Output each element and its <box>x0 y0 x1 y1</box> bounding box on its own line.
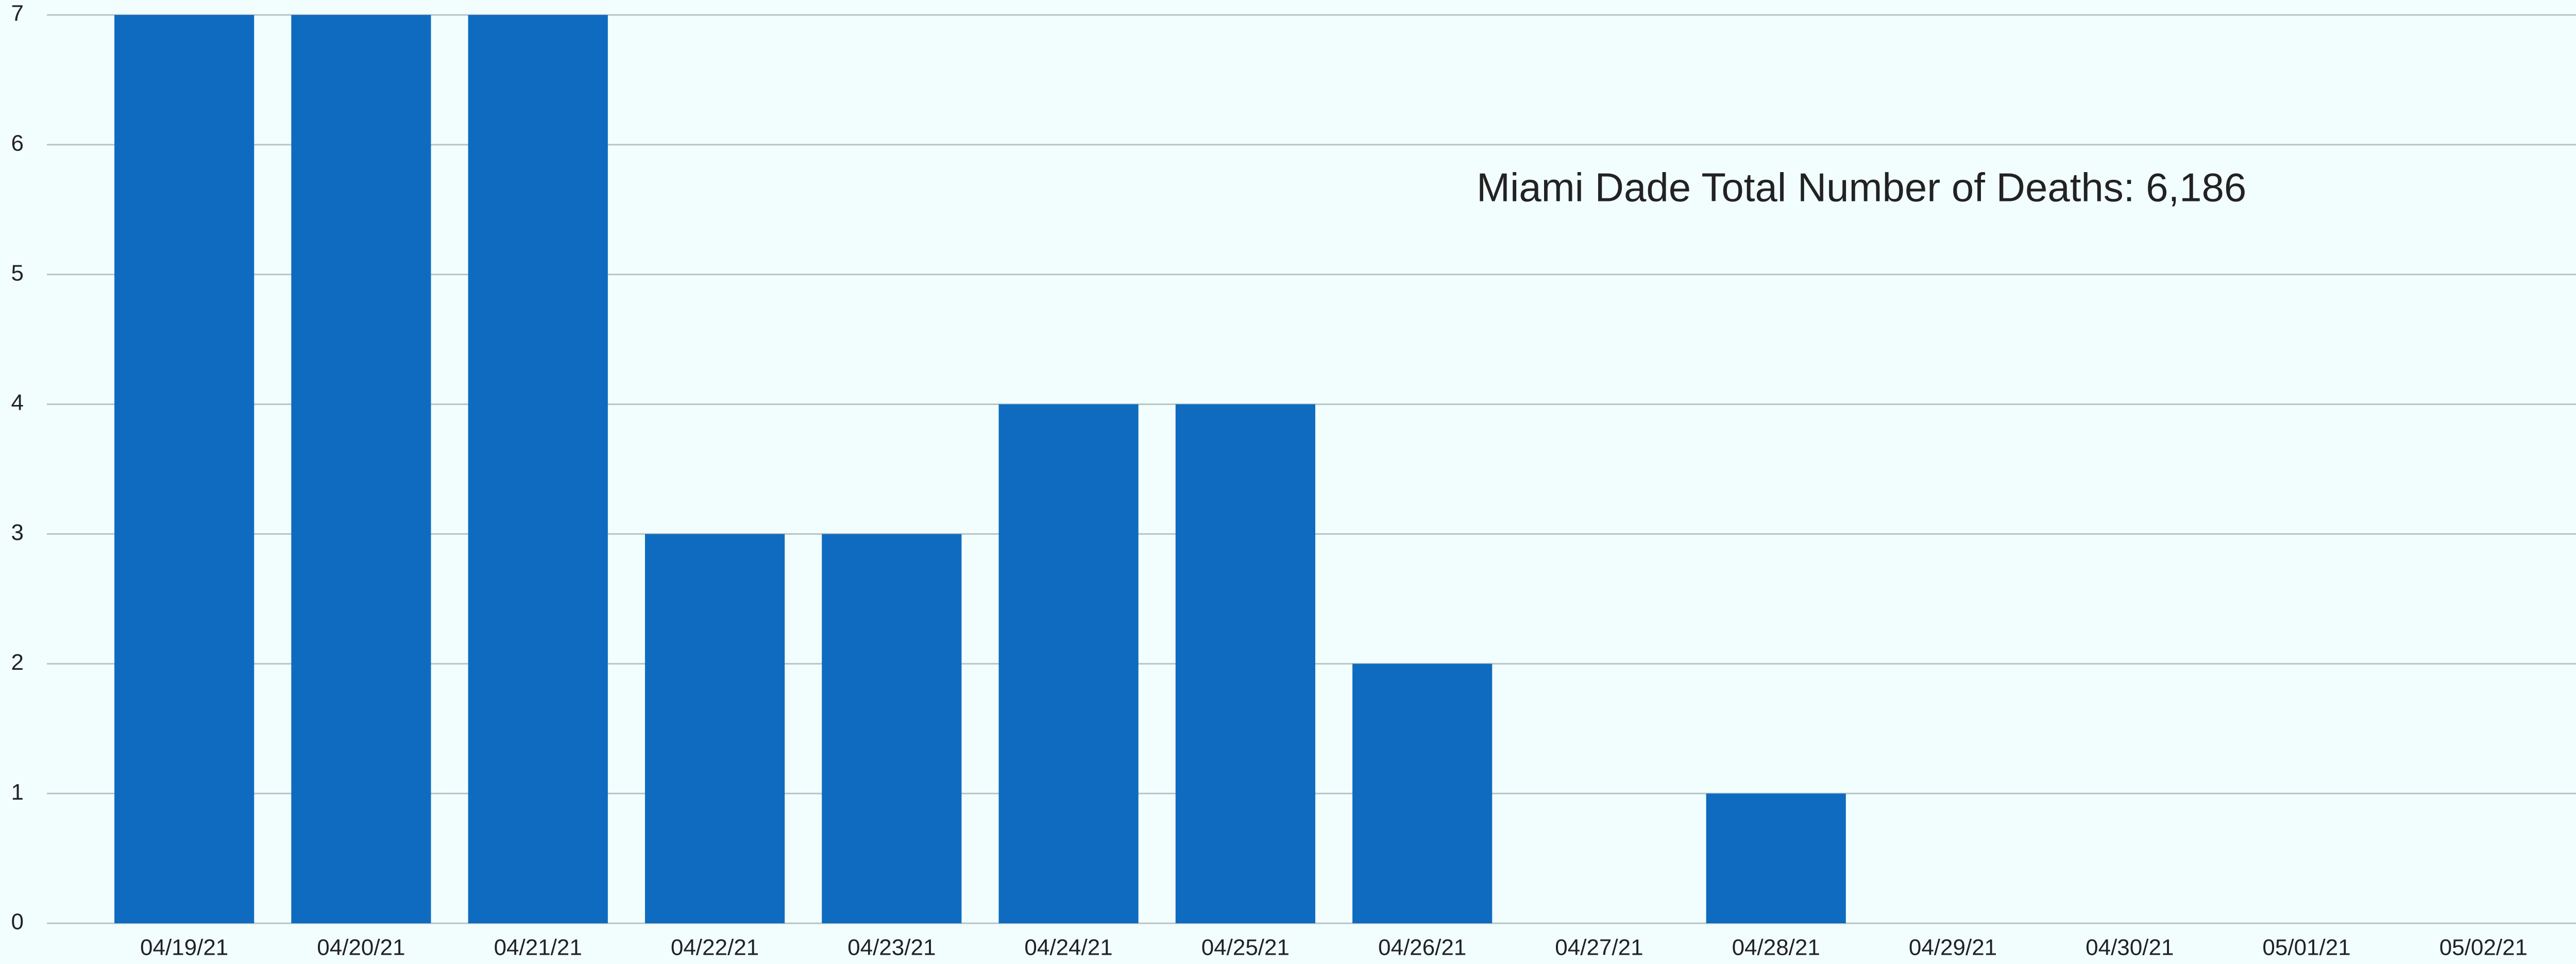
bar <box>1175 404 1315 923</box>
bar <box>1352 664 1493 923</box>
x-tick-label: 04/19/21 <box>140 935 228 960</box>
bar <box>114 15 255 923</box>
x-tick-label: 04/29/21 <box>1909 935 1997 960</box>
x-tick-label: 04/25/21 <box>1201 935 1290 960</box>
bar <box>291 15 431 923</box>
y-tick-label: 2 <box>11 650 24 675</box>
y-tick-label: 5 <box>11 260 24 285</box>
bar <box>998 404 1139 923</box>
x-tick-label: 04/24/21 <box>1024 935 1112 960</box>
x-tick-label: 04/28/21 <box>1732 935 1820 960</box>
bar <box>645 534 785 923</box>
y-tick-label: 4 <box>11 390 24 415</box>
bar <box>468 15 608 923</box>
y-tick-label: 3 <box>11 520 24 545</box>
y-tick-label: 1 <box>11 780 24 805</box>
x-tick-label: 04/22/21 <box>671 935 759 960</box>
x-tick-label: 04/21/21 <box>494 935 582 960</box>
x-tick-label: 05/02/21 <box>2439 935 2528 960</box>
x-tick-label: 04/27/21 <box>1555 935 1643 960</box>
y-tick-label: 0 <box>11 909 24 935</box>
x-tick-label: 04/26/21 <box>1378 935 1466 960</box>
x-tick-label: 04/30/21 <box>2086 935 2174 960</box>
x-tick-label: 05/01/21 <box>2262 935 2350 960</box>
bar <box>1706 793 1846 923</box>
y-tick-label: 6 <box>11 130 24 156</box>
x-tick-label: 04/20/21 <box>317 935 405 960</box>
annotation: Miami Dade Total Number of Deaths: 6,186 <box>1477 165 2246 210</box>
bar <box>822 534 962 923</box>
x-tick-label: 04/23/21 <box>848 935 936 960</box>
y-tick-label: 7 <box>11 1 24 26</box>
